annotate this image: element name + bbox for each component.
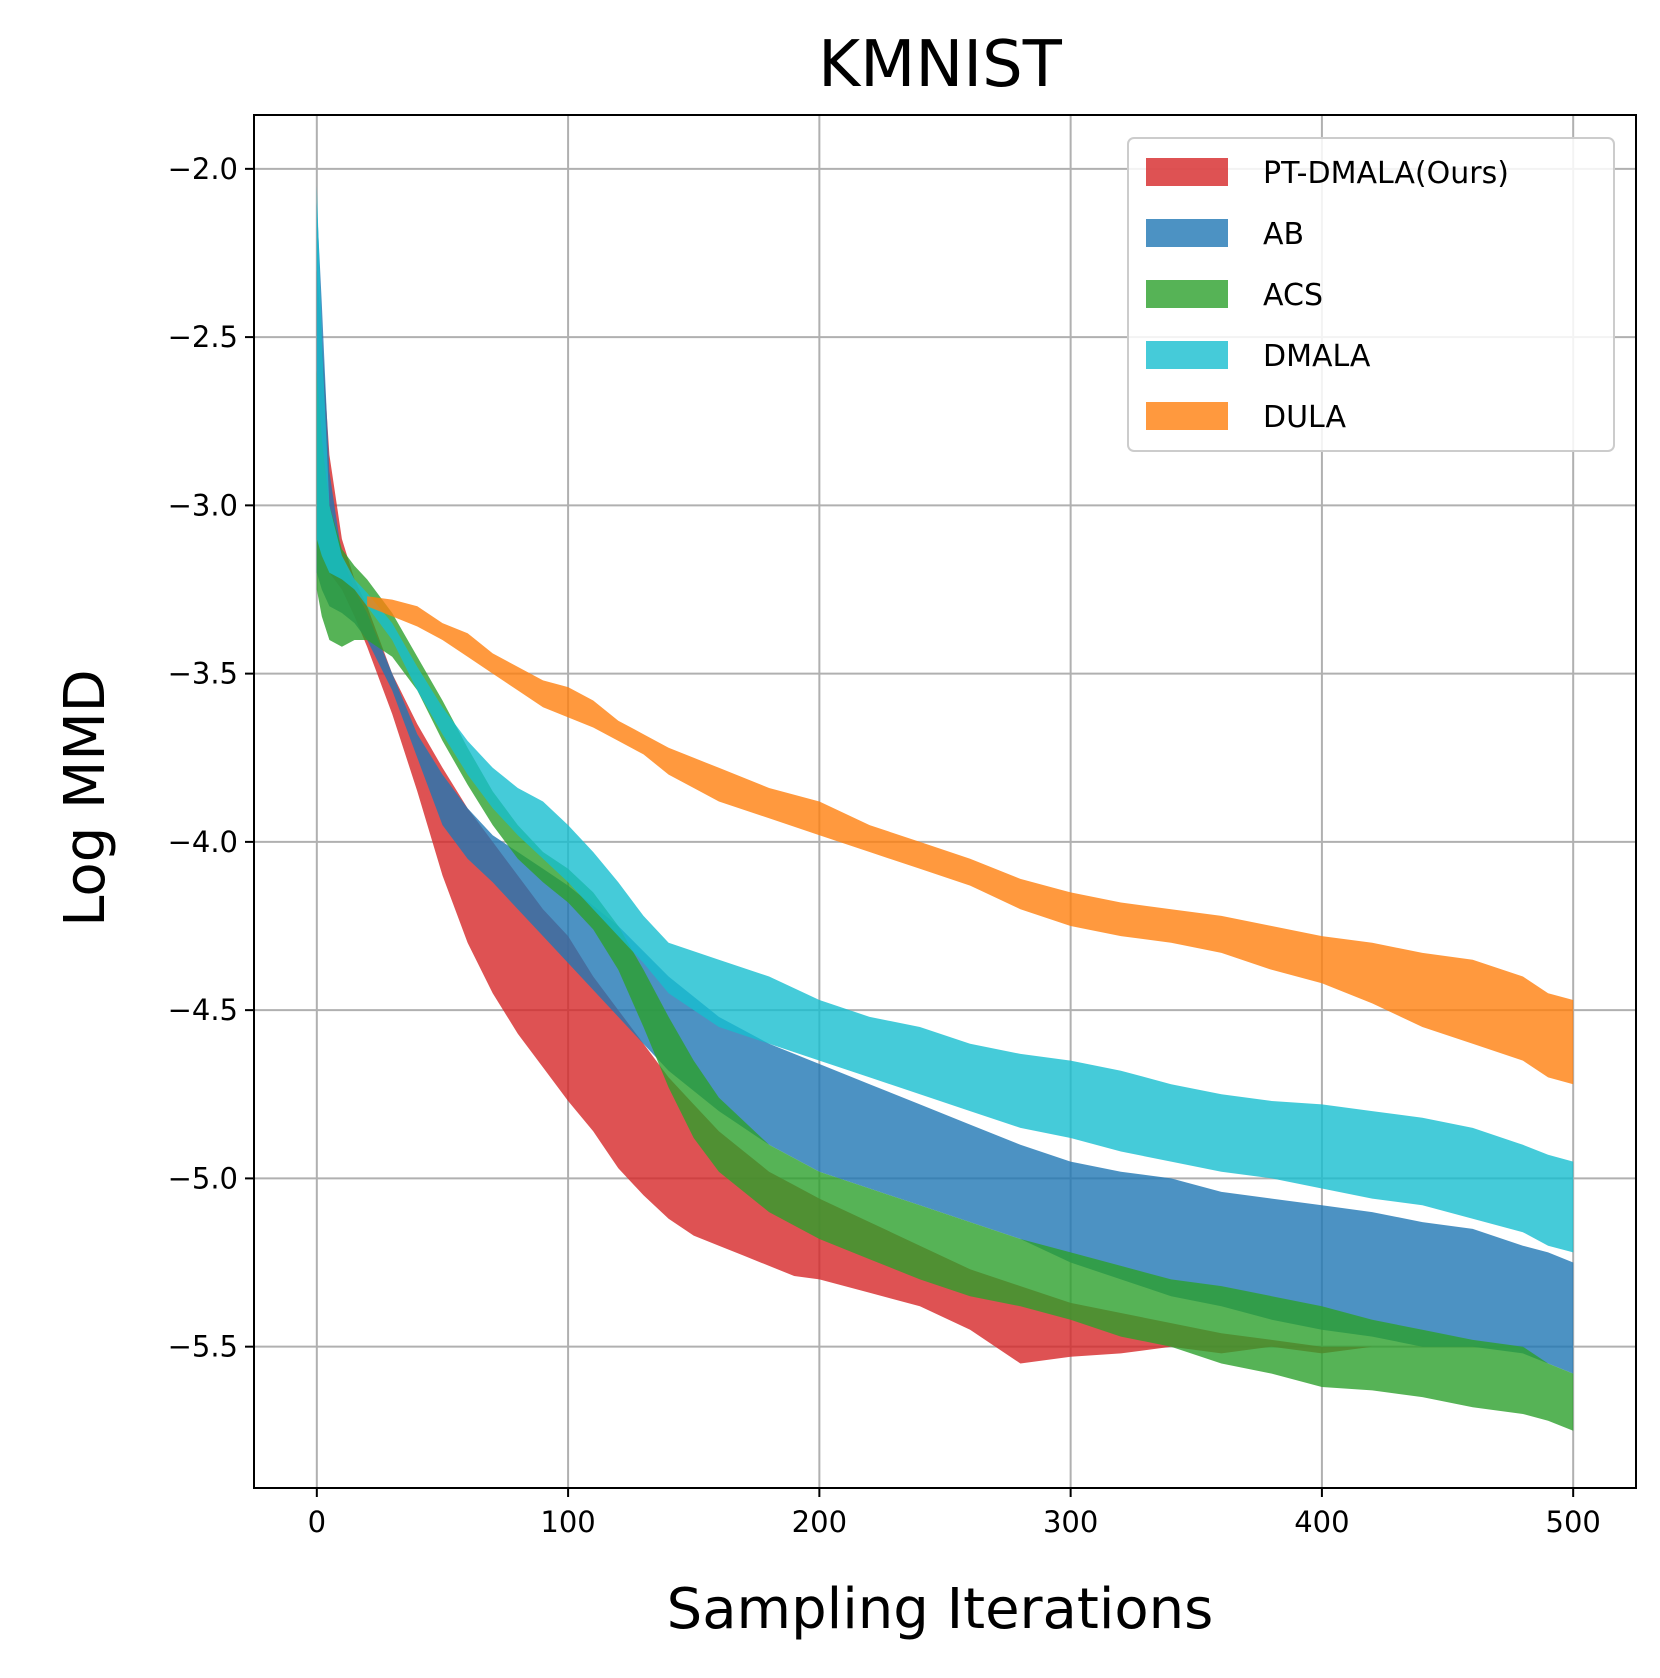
legend-label: PT-DMALA(Ours) <box>1263 156 1509 191</box>
series-band-pt-dmala-ours <box>316 269 1398 1364</box>
y-tick-label: −2.5 <box>168 320 238 354</box>
legend-swatch <box>1146 219 1228 247</box>
series-band-acs <box>316 370 1574 1431</box>
y-axis-label: Log MMD <box>53 669 118 927</box>
legend-swatch <box>1146 280 1228 308</box>
series-band-dmala <box>316 185 1574 1253</box>
y-tick-label: −5.0 <box>168 1161 238 1195</box>
legend-label: AB <box>1263 217 1304 252</box>
plot-frame <box>253 114 1637 1489</box>
x-tick-label: 100 <box>540 1505 595 1539</box>
legend: PT-DMALA(Ours) AB ACS DMALA DULA <box>1127 137 1615 452</box>
y-tick-label: −4.0 <box>168 825 238 859</box>
chart-title: KMNIST <box>818 28 1063 102</box>
y-tick-label: −3.5 <box>168 657 238 691</box>
legend-swatch <box>1146 402 1228 430</box>
x-tick-label: 0 <box>308 1505 326 1539</box>
x-tick-label: 400 <box>1294 1505 1349 1539</box>
legend-label: DMALA <box>1263 339 1371 374</box>
series-areas <box>316 185 1574 1431</box>
legend-box <box>1127 137 1615 452</box>
y-tick-label: −2.0 <box>168 152 238 186</box>
y-tick-label: −4.5 <box>168 993 238 1027</box>
y-tick-label: −5.5 <box>168 1330 238 1364</box>
legend-label: ACS <box>1263 278 1323 313</box>
x-tick-label: 500 <box>1546 1505 1601 1539</box>
legend-label: DULA <box>1263 400 1346 435</box>
series-band-ab <box>316 202 1574 1374</box>
series-band-dula <box>367 596 1574 1085</box>
x-tick-label: 300 <box>1043 1505 1098 1539</box>
y-tick-label: −3.0 <box>168 488 238 522</box>
legend-swatch <box>1146 158 1228 186</box>
x-tick-label: 200 <box>792 1505 847 1539</box>
ticks: 0 100 200 300 400 500 −2.0 −2.5 −3.0 −3.5 −4.0 −4.5… <box>168 152 1601 1539</box>
x-axis-label: Sampling Iterations <box>667 1577 1214 1642</box>
legend-swatch <box>1146 341 1228 369</box>
